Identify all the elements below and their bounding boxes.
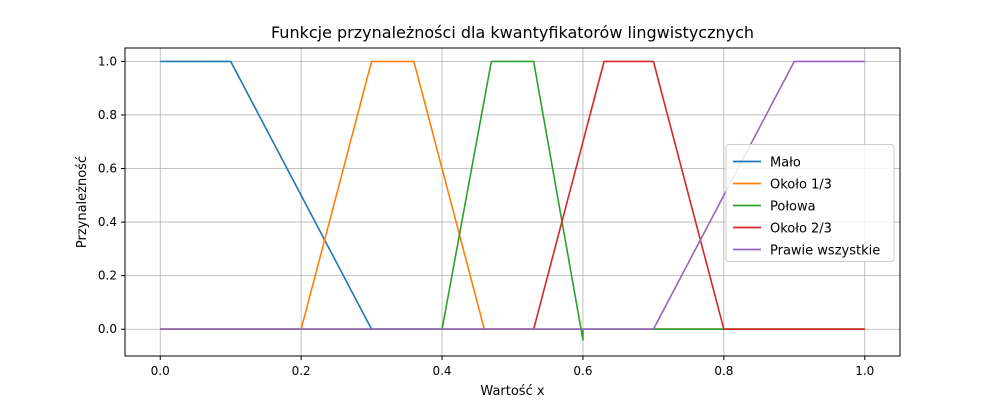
y-tick-label: 0.6 [98,162,117,176]
y-tick-label: 1.0 [98,54,117,68]
x-axis-label: Wartość x [480,384,544,399]
series-line-3 [160,60,865,341]
chart-title: Funkcje przynależności dla kwantyfikator… [271,23,754,42]
x-tick-label: 0.8 [714,364,733,378]
y-tick-label: 0.0 [98,322,117,336]
legend-label-4: Około 2/3 [770,222,832,237]
y-tick-label: 0.4 [98,215,117,229]
y-axis-label: Przynależność [75,156,90,248]
x-tick-label: 0.6 [573,364,592,378]
x-tick-label: 0.2 [292,364,311,378]
y-tick-label: 0.2 [98,269,117,283]
x-tick-label: 0.4 [432,364,451,378]
legend-label-2: Około 1/3 [770,178,832,193]
y-tick-label: 0.8 [98,108,117,122]
series-line-5 [160,60,865,331]
legend: Mało Około 1/3 Połowa Około 2/3 Prawie wszys… [725,144,895,262]
legend-label-5: Prawie wszystkie [770,244,880,259]
axis-ticks: 0.0 0.2 0.4 0.6 0.8 1.0 0.0 0.2 0.4 0.6 0.8 1.0 [98,54,874,378]
legend-label-1: Mało [770,156,801,171]
x-tick-label: 1.0 [855,364,874,378]
series-lines [160,60,865,341]
legend-label-3: Połowa [770,200,816,215]
legend-box [725,144,895,262]
x-tick-label: 0.0 [151,364,170,378]
plot-area-frame [124,47,901,357]
